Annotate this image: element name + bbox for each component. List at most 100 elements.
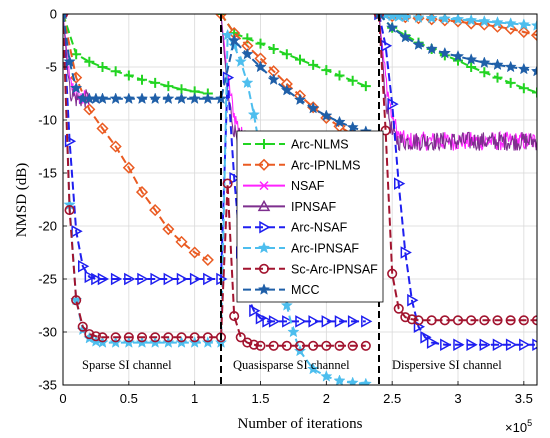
marker-circle xyxy=(531,315,537,326)
marker-circle xyxy=(77,321,88,332)
legend-label: MCC xyxy=(291,283,319,297)
marker-diamond xyxy=(122,161,135,174)
legend-entry: Arc-NLMS xyxy=(243,138,349,152)
marker-star xyxy=(247,108,261,120)
marker-circle xyxy=(439,315,450,326)
legend-entry: MCC xyxy=(243,283,319,297)
marker-plus xyxy=(466,62,477,72)
x-tick-label: 3 xyxy=(454,391,461,406)
y-tick-label: -35 xyxy=(38,378,57,393)
marker-plus xyxy=(163,81,174,92)
marker-circle xyxy=(248,339,259,350)
marker-star xyxy=(465,14,478,26)
y-tick-label: -10 xyxy=(38,113,57,128)
marker-star xyxy=(504,60,517,73)
marker-star xyxy=(412,38,425,50)
marker-triangle-right xyxy=(400,246,412,259)
series-line xyxy=(378,14,537,322)
marker-star xyxy=(478,56,491,68)
x-tick-label: 1 xyxy=(191,391,198,406)
marker-circle xyxy=(176,332,187,343)
marker-star xyxy=(307,101,320,114)
marker-triangle-right xyxy=(255,311,268,325)
marker-star xyxy=(241,76,254,89)
marker-star xyxy=(320,109,333,121)
marker-star xyxy=(346,121,359,133)
marker-star xyxy=(425,14,438,24)
marker-star xyxy=(412,14,425,23)
marker-star xyxy=(175,92,188,105)
marker-triangle-right xyxy=(137,272,149,286)
marker-triangle-right xyxy=(479,338,491,351)
legend-box xyxy=(236,130,384,303)
marker-triangle-right xyxy=(229,172,241,185)
marker-star xyxy=(70,81,83,94)
marker-diamond xyxy=(149,204,162,217)
legend-entry: Arc-IPNSAF xyxy=(243,242,359,256)
marker-star xyxy=(399,30,412,43)
marker-circle xyxy=(189,332,200,343)
marker-diamond xyxy=(478,18,491,31)
marker-diamond xyxy=(109,140,122,153)
marker-diamond xyxy=(83,103,96,116)
x-axis-label: Number of iterations xyxy=(238,416,363,432)
marker-circle xyxy=(452,315,464,326)
marker-triangle-right xyxy=(64,134,77,148)
marker-triangle-right xyxy=(189,272,202,286)
marker-plus xyxy=(71,49,82,60)
marker-plus xyxy=(334,70,345,81)
marker-triangle-right xyxy=(532,338,537,351)
marker-star xyxy=(438,14,451,24)
marker-circle xyxy=(163,332,174,343)
marker-triangle-right xyxy=(97,272,110,286)
marker-triangle-right xyxy=(163,272,175,286)
marker-star xyxy=(267,73,280,85)
x-multiplier-exponent: 5 xyxy=(527,418,532,428)
marker-triangle-right xyxy=(407,293,419,307)
marker-star xyxy=(214,92,228,105)
marker-star xyxy=(504,17,517,29)
marker-circle xyxy=(71,295,82,306)
marker-star xyxy=(333,374,346,385)
marker-circle xyxy=(150,332,161,343)
marker-plus xyxy=(110,66,121,77)
marker-triangle-right xyxy=(387,97,399,111)
marker-star xyxy=(320,370,333,382)
marker-diamond xyxy=(530,29,537,42)
marker-circle xyxy=(505,315,516,326)
marker-star xyxy=(491,16,504,28)
marker-plus xyxy=(97,62,108,72)
marker-circle xyxy=(235,332,246,343)
marker-star xyxy=(451,49,465,62)
marker-triangle-right xyxy=(259,220,271,234)
series-sc-arc-ipnsaf xyxy=(63,14,537,351)
marker-triangle-right xyxy=(176,272,189,286)
marker-star xyxy=(530,19,537,31)
marker-star xyxy=(135,92,149,105)
legend-label: IPNSAF xyxy=(291,200,337,214)
marker-triangle-right xyxy=(262,315,274,328)
change-points xyxy=(220,14,380,385)
series-line xyxy=(63,14,366,347)
x-tick-label: 2 xyxy=(323,391,330,406)
marker-diamond xyxy=(188,246,201,259)
marker-circle xyxy=(84,329,95,340)
series-mcc xyxy=(63,14,537,137)
marker-plus xyxy=(259,139,269,149)
marker-plus xyxy=(321,65,332,76)
marker-star xyxy=(162,92,175,105)
legend-label: Arc-IPNLMS xyxy=(291,158,360,172)
marker-star xyxy=(63,55,76,67)
marker-circle xyxy=(136,332,148,343)
marker-triangle-right xyxy=(453,338,465,351)
marker-triangle-right xyxy=(268,315,281,328)
marker-triangle-right xyxy=(84,270,96,284)
marker-star xyxy=(491,58,504,71)
marker-star xyxy=(149,92,162,105)
legend-label: Arc-NSAF xyxy=(291,221,348,235)
y-tick-label: -20 xyxy=(38,219,57,234)
y-tick-label: 0 xyxy=(50,7,57,22)
marker-star xyxy=(307,362,320,375)
marker-triangle-right xyxy=(361,315,373,328)
marker-circle xyxy=(242,337,253,348)
